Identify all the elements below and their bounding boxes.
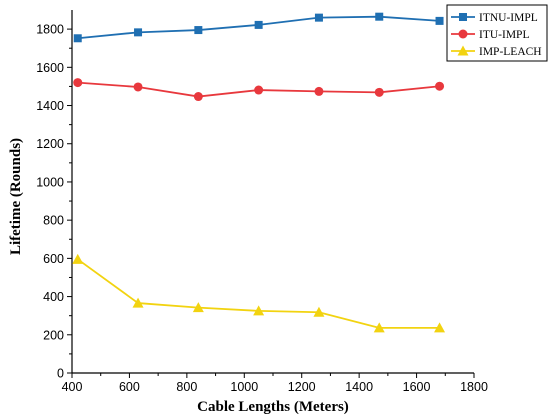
y-tick-label: 1800: [36, 23, 64, 37]
y-tick-label: 0: [57, 367, 64, 381]
data-point: [435, 16, 444, 25]
data-point: [375, 12, 384, 21]
data-point: [314, 86, 324, 96]
data-point: [434, 322, 446, 333]
data-point: [134, 28, 143, 37]
data-point: [73, 34, 82, 43]
y-tick-label: 400: [43, 290, 64, 304]
y-tick-label: 600: [43, 252, 64, 266]
series-layer: [72, 12, 446, 333]
data-point: [373, 322, 385, 333]
data-point: [313, 306, 325, 317]
y-tick-label: 800: [43, 214, 64, 228]
x-axis-title: Cable Lengths (Meters): [197, 399, 349, 415]
x-tick-label: 1200: [288, 380, 316, 394]
axes: 400 600 800 1000 1200 1400 1600 1800 0 200 400 600 8…: [36, 10, 488, 394]
data-point: [194, 26, 203, 35]
y-tick-label: 1000: [36, 175, 64, 189]
legend-swatch-marker: [457, 45, 469, 56]
data-point: [254, 20, 263, 29]
data-point: [133, 82, 143, 92]
data-point: [314, 13, 323, 22]
series-imp-leach: [72, 253, 446, 333]
series-itnu-impl: [73, 12, 444, 43]
data-point: [193, 92, 203, 102]
data-point: [72, 253, 84, 264]
x-tick-label: 400: [62, 380, 83, 394]
data-point: [374, 87, 384, 97]
y-tick-label: 1600: [36, 61, 64, 75]
legend: ITNU-IMPL ITU-IMPL IMP-LEACH: [446, 4, 548, 62]
x-tick-label: 600: [119, 380, 140, 394]
legend-swatch-marker: [459, 13, 467, 21]
x-tick-label: 1000: [230, 380, 258, 394]
x-tick-label: 800: [176, 380, 197, 394]
legend-label: ITU-IMPL: [479, 29, 529, 41]
data-point: [253, 305, 265, 316]
legend-label: IMP-LEACH: [479, 46, 542, 58]
data-point: [73, 78, 83, 88]
data-point: [192, 302, 204, 313]
y-tick-label: 1400: [36, 99, 64, 113]
legend-label: ITNU-IMPL: [479, 12, 538, 24]
series-itu-impl: [73, 78, 445, 102]
series-line: [77, 258, 440, 329]
x-tick-label: 1400: [345, 380, 373, 394]
data-point: [435, 81, 445, 91]
legend-swatch-marker: [458, 29, 468, 39]
legend-item: ITU-IMPL: [451, 29, 529, 41]
data-point: [254, 85, 264, 95]
x-tick-label: 1600: [403, 380, 431, 394]
y-tick-label: 1200: [36, 137, 64, 151]
y-tick-label: 200: [43, 328, 64, 342]
legend-item: IMP-LEACH: [451, 45, 542, 58]
y-axis-title: Lifetime (Rounds): [8, 138, 24, 255]
x-tick-label: 1800: [460, 380, 488, 394]
legend-item: ITNU-IMPL: [451, 12, 538, 24]
data-point: [132, 297, 144, 308]
